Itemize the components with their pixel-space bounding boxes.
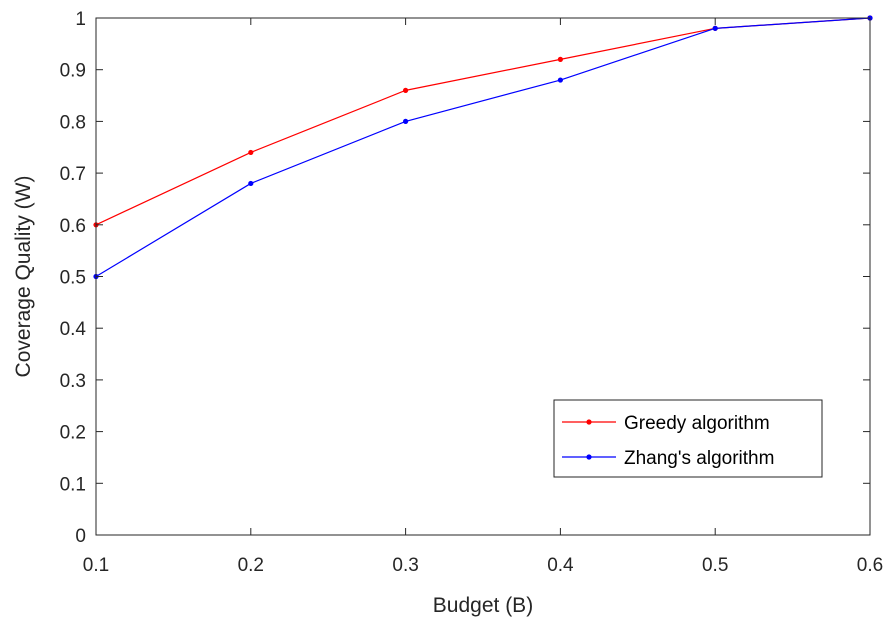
y-tick-label: 0.7 (60, 164, 86, 185)
x-tick-label: 0.3 (392, 555, 418, 576)
data-point (248, 149, 254, 156)
y-tick-label: 0 (75, 526, 86, 547)
legend-box (553, 399, 823, 478)
data-point (403, 87, 409, 93)
y-tick-label: 0.6 (60, 216, 86, 237)
y-axis-ticks: 0 0.1 0.2 0.3 0.4 0.5 0.6 0.7 0.8 0.9 1 (60, 9, 870, 547)
data-point (712, 25, 718, 31)
series-line-1 (95, 17, 871, 278)
x-tick-label: 0.2 (238, 555, 264, 576)
x-axis-title: Budget (B) (433, 594, 533, 617)
x-axis-ticks: 0.1 0.2 0.3 0.4 0.5 0.6 (83, 18, 883, 576)
y-tick-label: 0.1 (60, 474, 86, 495)
data-point (557, 56, 564, 62)
legend-label-zhang: Zhang's algorithm (624, 448, 774, 469)
data-point (557, 77, 564, 83)
y-tick-label: 0.8 (60, 112, 86, 133)
y-tick-label: 0.2 (60, 423, 86, 444)
x-tick-label: 0.4 (547, 555, 574, 576)
legend-marker-zhang (586, 454, 592, 460)
legend-label-greedy: Greedy algorithm (624, 413, 770, 434)
y-tick-label: 1 (75, 9, 86, 30)
legend: Greedy algorithm Zhang's algorithm (553, 399, 823, 478)
y-axis-title: Coverage Quality (W) (12, 176, 35, 378)
x-tick-label: 0.5 (702, 555, 728, 576)
y-tick-label: 0.9 (60, 61, 86, 82)
y-tick-label: 0.3 (60, 371, 86, 392)
x-tick-label: 0.1 (83, 555, 109, 576)
legend-marker-greedy (586, 419, 592, 425)
y-tick-label: 0.4 (60, 319, 87, 340)
y-tick-label: 0.5 (60, 268, 86, 289)
data-point (248, 180, 254, 187)
x-tick-label: 0.6 (857, 555, 883, 576)
data-point (403, 118, 409, 124)
